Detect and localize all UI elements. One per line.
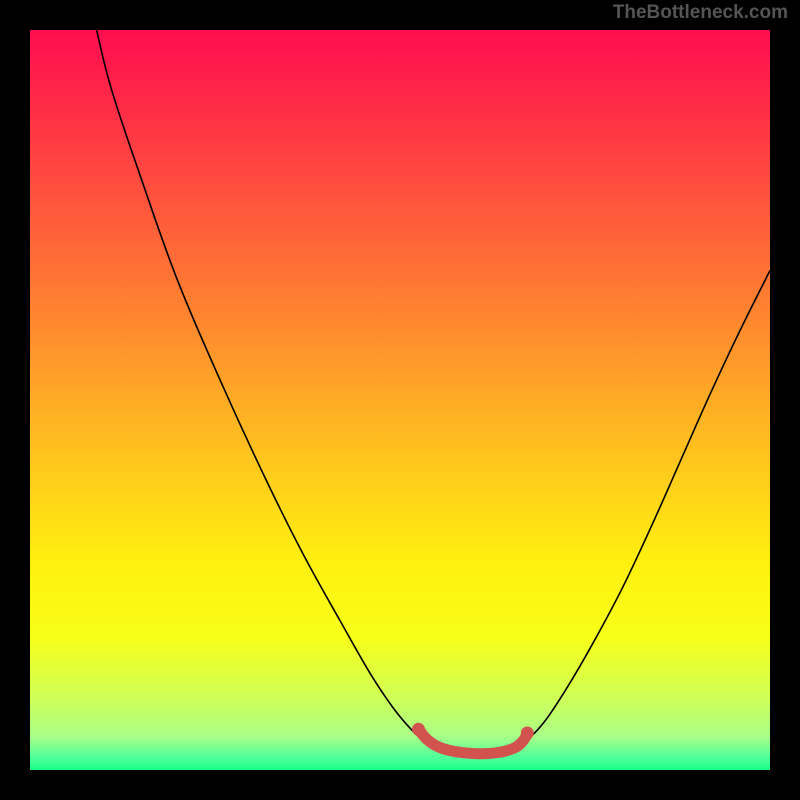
bottleneck-chart (0, 0, 800, 800)
watermark-text: TheBottleneck.com (613, 2, 788, 24)
optimal-right-endpoint (521, 727, 534, 740)
gradient-background (30, 30, 770, 770)
chart-frame: TheBottleneck.com (0, 0, 800, 800)
optimal-left-endpoint (412, 723, 425, 736)
